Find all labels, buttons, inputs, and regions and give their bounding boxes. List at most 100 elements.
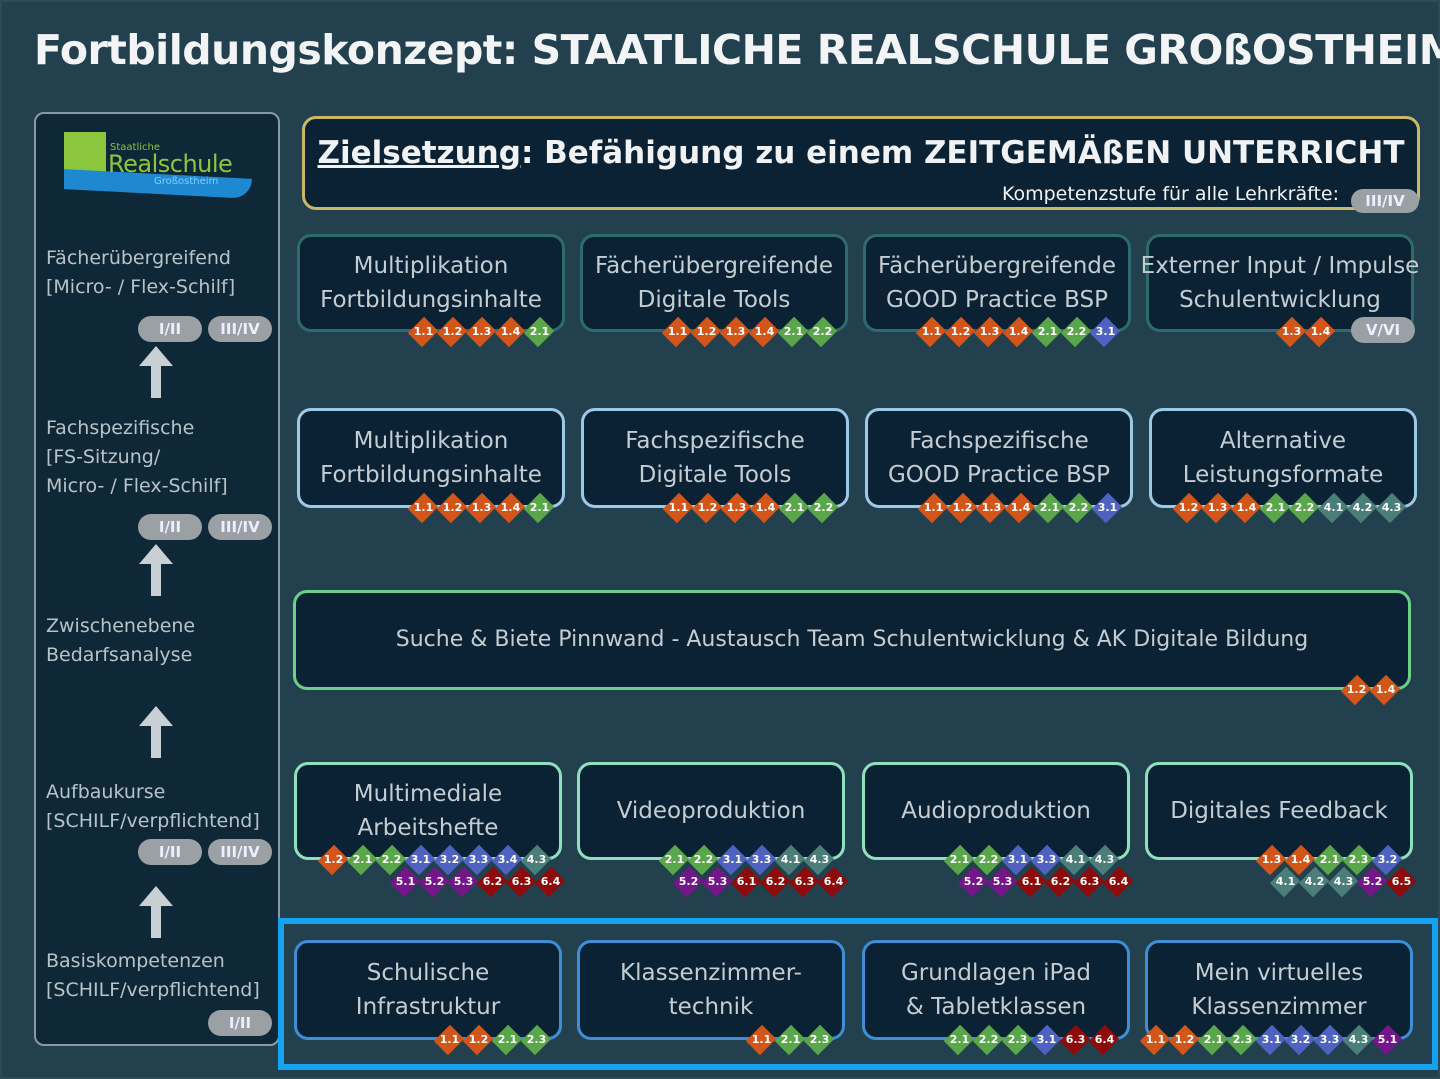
competence-badges: 1.1 1.2 2.1 2.3 [435,1029,551,1051]
competence-code: 3.2 [1290,1033,1311,1046]
training-module[interactable]: Suche & Biete Pinnwand - Austausch Team … [293,590,1411,696]
competence-diamond: 1.2 [1170,1029,1199,1051]
competence-pill: I/II [138,839,202,865]
competence-diamond: 1.2 [438,321,467,343]
competence-pill: III/IV [208,839,272,865]
competence-diamond: 1.1 [917,321,946,343]
competence-code: 5.3 [707,875,728,888]
module-label: Fachspezifische GOOD Practice BSP [887,428,1111,488]
training-module[interactable]: Fächerübergreifende GOOD Practice BSP 1.1… [863,234,1131,338]
module-label: Multimediale Arbeitshefte [353,781,503,841]
competence-code: 1.4 [1008,325,1029,338]
competence-diamond: 6.4 [536,871,565,893]
competence-diamond: 1.3 [467,497,496,519]
competence-diamond: 4.1 [1319,497,1348,519]
level-label: Zwischenebene Bedarfsanalyse [46,615,196,666]
competence-code: 1.4 [754,325,775,338]
competence-diamond: 2.2 [1064,497,1093,519]
competence-code: 4.3 [1333,875,1354,888]
module-label: Mein virtuelles Klassenzimmer [1191,960,1367,1020]
competence-diamond: 1.4 [1232,497,1261,519]
competence-diamond: 1.4 [751,497,780,519]
competence-code: 3.3 [1319,1033,1340,1046]
competence-code: 1.1 [921,325,942,338]
competence-diamond: 2.2 [1062,321,1091,343]
competence-code: 1.3 [471,501,492,514]
competence-code: 3.3 [751,853,772,866]
competence-badges: 1.1 1.2 2.1 2.3 3.1 3.2 3.3 4.3 5.1 [1141,1029,1402,1051]
competence-diamond: 1.1 [435,1029,464,1051]
competence-code: 2.1 [783,325,804,338]
competence-diamond: 6.4 [1090,1029,1119,1051]
competence-code: 2.2 [978,1033,999,1046]
training-module[interactable]: Audioproduktion 2.1 2.2 3.1 3.3 4.1 4.3 5.2 5.3 6… [862,762,1130,888]
competence-code: 2.1 [780,1033,801,1046]
competence-diamond: 6.2 [478,871,507,893]
competence-code: 5.1 [395,875,416,888]
competence-pill: I/II [138,514,202,540]
competence-code: 1.2 [1174,1033,1195,1046]
competence-code: 6.4 [1094,1033,1115,1046]
competence-code: 2.1 [949,1033,970,1046]
competence-diamond: 2.2 [377,849,406,871]
competence-diamond: 1.2 [946,321,975,343]
training-module[interactable]: Externer Input / Impulse Schulentwicklun… [1141,234,1419,343]
training-module[interactable]: Fächerübergreifende Digitale Tools 1.1 1.2… [580,234,848,338]
competence-diamond: 1.2 [692,321,721,343]
training-module[interactable]: Digitales Feedback 1.3 1.4 2.1 2.3 3.2 4.1 4.2 4… [1145,762,1413,888]
training-module[interactable]: Alternative Leistungsformate 1.2 1.3 1.4 2.1… [1149,408,1417,514]
competence-code: 2.3 [1007,1033,1028,1046]
competence-diamond: 1.3 [721,321,750,343]
competence-code: 4.2 [1304,875,1325,888]
competence-diamond: 4.3 [805,849,834,871]
competence-badges: 1.3 1.4 [1277,321,1335,343]
competence-diamond: 1.3 [977,497,1006,519]
competence-diamond: 6.3 [790,871,819,893]
competence-code: 1.2 [697,501,718,514]
training-module[interactable]: Multiplikation Fortbildungsinhalte 1.1 1.2… [297,234,565,338]
competence-code: 1.2 [1346,683,1367,696]
training-module[interactable]: Multiplikation Fortbildungsinhalte 1.1 1.2… [297,408,565,514]
training-module[interactable]: Multimediale Arbeitshefte 1.2 2.1 2.2 3.1 3.2… [294,762,562,888]
training-module[interactable]: Schulische Infrastruktur 1.1 1.2 2.1 2.3 [294,940,562,1046]
competence-diamond: 3.1 [1257,1029,1286,1051]
competence-diamond: 4.3 [1344,1029,1373,1051]
competence-diamond: 3.1 [1032,1029,1061,1051]
competence-diamond: 1.2 [464,1029,493,1051]
competence-diamond: 6.3 [507,871,536,893]
competence-diamond: 6.1 [1017,871,1046,893]
competence-diamond: 2.3 [1344,849,1373,871]
competence-code: 1.2 [952,501,973,514]
school-logo: Staatliche Realschule Großostheim [64,130,254,200]
training-module[interactable]: Fachspezifische Digitale Tools 1.1 1.2 1.3 1… [581,408,849,514]
training-module[interactable]: Fachspezifische GOOD Practice BSP 1.1 1.2 1… [865,408,1133,514]
competence-diamond: 2.1 [493,1029,522,1051]
church-logo-icon [64,132,106,174]
competence-code: 1.1 [751,1033,772,1046]
competence-code: 1.1 [439,1033,460,1046]
module-label: Suche & Biete Pinnwand - Austausch Team … [395,627,1309,652]
training-module[interactable]: Klassenzimmer- technik 1.1 2.1 2.3 [577,940,845,1046]
training-module[interactable]: Videoproduktion 2.1 2.2 3.1 3.3 4.1 4.3 5.2 5.3 6… [577,762,845,888]
training-module[interactable]: Grundlagen iPad & Tabletklassen 2.1 2.2 2.3… [862,940,1130,1046]
competence-diamond: 4.2 [1348,497,1377,519]
competence-diamond: 2.3 [1003,1029,1032,1051]
competence-diamond: 2.1 [1035,497,1064,519]
module-label: Alternative Leistungsformate [1182,428,1384,488]
competence-diamond: 1.2 [693,497,722,519]
competence-diamond: 4.1 [776,849,805,871]
competence-badges: 1.1 2.1 2.3 [747,1029,834,1051]
competence-code: 4.3 [526,853,547,866]
competence-pill: I/II [138,316,202,342]
module-label: Multiplikation Fortbildungsinhalte [320,428,542,488]
competence-diamond: 1.4 [1371,679,1400,701]
competence-diamond: 2.1 [1033,321,1062,343]
competence-code: 3.1 [410,853,431,866]
level-label: Fachspezifische [FS-Sitzung/ Micro- / Fl… [46,417,228,497]
training-module[interactable]: Mein virtuelles Klassenzimmer 1.1 1.2 2.1 2.… [1145,940,1413,1046]
competence-code: 2.3 [809,1033,830,1046]
competence-badges: 2.1 2.2 3.1 3.3 4.1 4.3 5.2 5.3 6.1 6.2 6.3 6.4 [660,849,844,893]
competence-badges: 1.1 1.2 1.3 1.4 2.1 2.2 [663,321,837,343]
goal-box: Zielsetzung: Befähigung zu einem ZEITGEM… [302,116,1420,213]
competence-code: 2.2 [812,325,833,338]
